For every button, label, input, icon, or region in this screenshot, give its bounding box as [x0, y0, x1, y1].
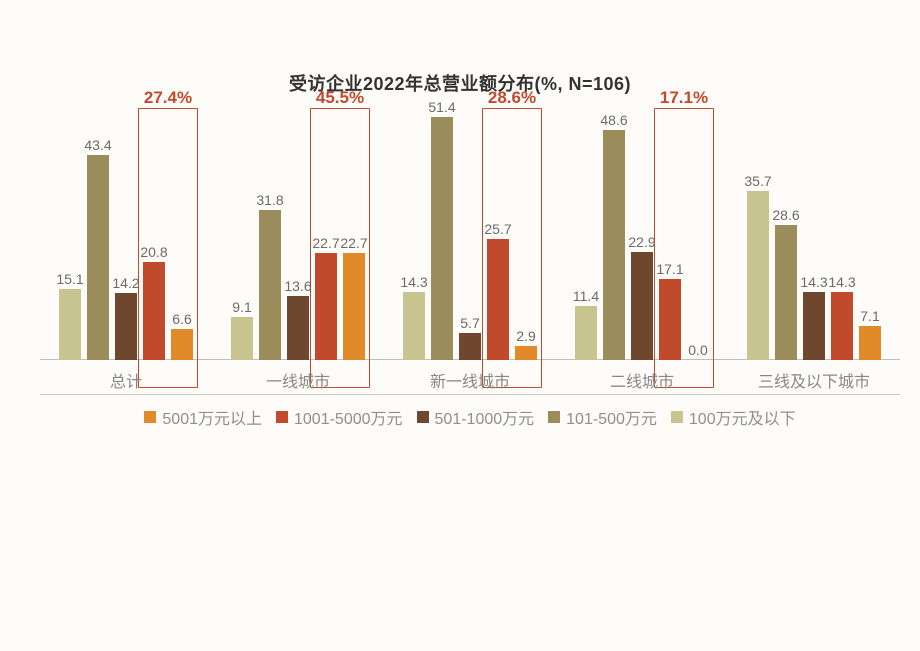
bar-value-label: 22.9 [618, 234, 666, 250]
bar-value-label: 7.1 [846, 308, 894, 324]
page: 受访企业2022年总营业额分布(%, N=106) 15.143.414.220… [0, 0, 920, 651]
bar [315, 253, 337, 360]
bar [87, 155, 109, 360]
bar [459, 333, 481, 360]
bar-group: 35.728.614.314.37.1 [734, 100, 894, 360]
category-label: 三线及以下城市 [734, 368, 894, 392]
legend-label: 501-1000万元 [435, 405, 535, 429]
bar-value-label: 48.6 [590, 112, 638, 128]
bar [575, 306, 597, 360]
legend-label: 5001万元以上 [162, 405, 262, 429]
bar-value-label: 43.4 [74, 137, 122, 153]
bar [59, 289, 81, 360]
bar [343, 253, 365, 360]
chart: 15.143.414.220.86.627.4%9.131.813.622.72… [40, 100, 900, 420]
category-label: 总计 [46, 368, 206, 392]
highlight-caption: 45.5% [310, 88, 370, 108]
bar-value-label: 22.7 [330, 235, 378, 251]
legend-swatch [548, 411, 560, 423]
legend-swatch [144, 411, 156, 423]
plot-area: 15.143.414.220.86.627.4%9.131.813.622.72… [40, 100, 900, 360]
legend-item: 501-1000万元 [417, 405, 535, 429]
bar [775, 225, 797, 360]
bar-value-label: 0.0 [674, 342, 722, 358]
bar [859, 326, 881, 360]
bar-value-label: 17.1 [646, 261, 694, 277]
bar-value-label: 28.6 [762, 207, 810, 223]
bar-group: 15.143.414.220.86.627.4% [46, 100, 206, 360]
category-label: 新一线城市 [390, 368, 550, 392]
bar-group: 11.448.622.917.10.017.1% [562, 100, 722, 360]
legend: 5001万元以上 1001-5000万元 501-1000万元 101-500万元 10… [40, 394, 900, 429]
bar-value-label: 25.7 [474, 221, 522, 237]
bar [171, 329, 193, 360]
bar-value-label: 20.8 [130, 244, 178, 260]
bar [515, 346, 537, 360]
highlight-caption: 17.1% [654, 88, 714, 108]
legend-swatch [417, 411, 429, 423]
legend-label: 101-500万元 [566, 405, 657, 429]
category-label: 一线城市 [218, 368, 378, 392]
legend-item: 101-500万元 [548, 405, 657, 429]
bar [831, 292, 853, 360]
bar-group: 9.131.813.622.722.745.5% [218, 100, 378, 360]
bar [287, 296, 309, 360]
legend-label: 1001-5000万元 [294, 405, 403, 429]
category-label: 二线城市 [562, 368, 722, 392]
bar [403, 292, 425, 360]
bar-value-label: 2.9 [502, 328, 550, 344]
legend-swatch [671, 411, 683, 423]
bar-group: 14.351.45.725.72.928.6% [390, 100, 550, 360]
bar-value-label: 35.7 [734, 173, 782, 189]
bar-value-label: 51.4 [418, 99, 466, 115]
bar [803, 292, 825, 360]
category-axis: 总计一线城市新一线城市二线城市三线及以下城市 [40, 362, 900, 386]
legend-item: 1001-5000万元 [276, 405, 403, 429]
highlight-caption: 28.6% [482, 88, 542, 108]
bar [115, 293, 137, 360]
bar-value-label: 31.8 [246, 192, 294, 208]
legend-swatch [276, 411, 288, 423]
bar-value-label: 14.3 [818, 274, 866, 290]
legend-item: 5001万元以上 [144, 405, 262, 429]
bar-value-label: 6.6 [158, 311, 206, 327]
bar [231, 317, 253, 360]
legend-item: 100万元及以下 [671, 405, 796, 429]
highlight-caption: 27.4% [138, 88, 198, 108]
legend-label: 100万元及以下 [689, 405, 796, 429]
